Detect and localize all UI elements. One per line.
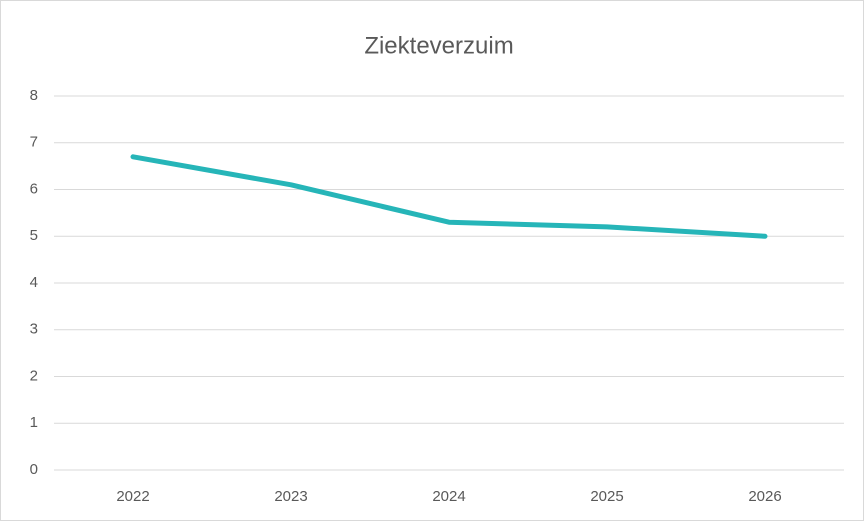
y-tick-label: 3 [30,321,38,338]
data-line [130,154,768,239]
y-tick-label: 7 [30,134,38,151]
y-tick-label: 4 [30,274,38,291]
x-tick-label: 2024 [432,488,465,505]
y-tick-label: 8 [30,87,38,104]
chart-title: Ziekteverzuim [364,32,513,59]
y-tick-label: 6 [30,180,38,197]
y-tick-label: 0 [30,461,38,478]
y-tick-label: 1 [30,414,38,431]
x-tick-label: 2022 [116,488,149,505]
x-tick-label: 2026 [748,488,781,505]
x-tick-label: 2023 [274,488,307,505]
y-tick-label: 2 [30,367,38,384]
x-tick-label: 2025 [590,488,623,505]
y-tick-label: 5 [30,227,38,244]
